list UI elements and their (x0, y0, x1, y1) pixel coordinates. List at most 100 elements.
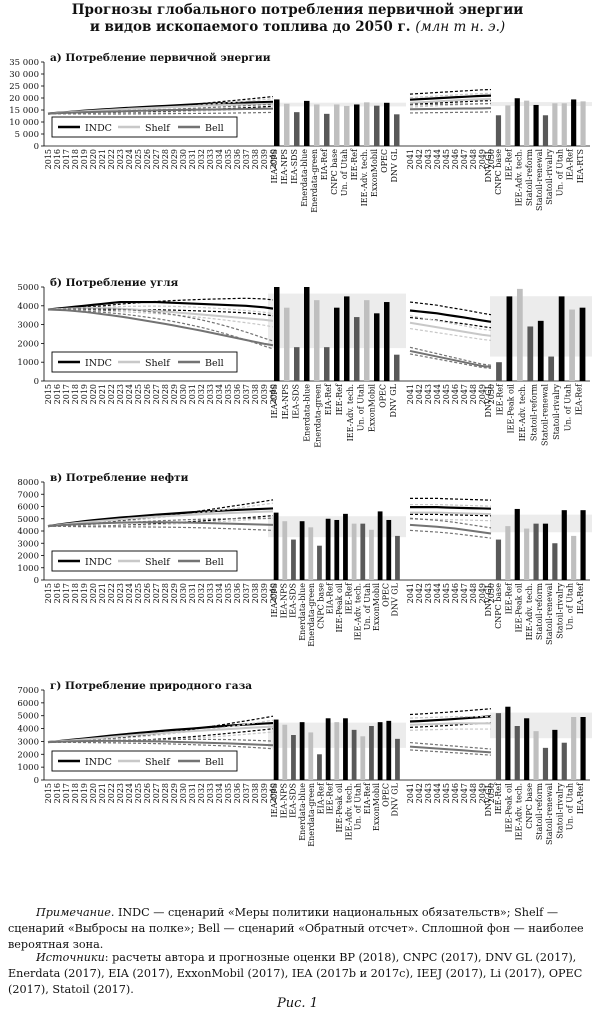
bar-2040 (284, 103, 290, 146)
x-tick-label: 2050 (487, 384, 496, 404)
note-label: Примечание. (36, 906, 115, 919)
series-band-indc-2050 (409, 301, 492, 316)
x-tick-label: 2036 (233, 783, 242, 803)
bar-2050 (542, 523, 549, 580)
x-tick-label: 2031 (188, 384, 197, 404)
bar-2040 (324, 347, 330, 381)
x-tick-label: 2042 (415, 149, 424, 169)
x-tick-label: 2037 (242, 783, 251, 803)
series-line-bell-2050 (409, 107, 492, 111)
legend-label-shelf: Shelf (145, 757, 171, 768)
x-tick-label: 2042 (415, 783, 424, 803)
x-tick-label: 2019 (80, 384, 89, 404)
x-tick-label: 2036 (233, 149, 242, 169)
bar-2050 (506, 296, 513, 381)
x-tick-label: 2047 (460, 384, 469, 404)
bar-2040 (343, 513, 348, 580)
chart-panel-1: а) Потребление первичной энергии 0 5 000 10… (9, 52, 592, 213)
x-tick-label: 2018 (71, 783, 80, 803)
bar-2050 (505, 526, 511, 580)
x-tick-label: 2044 (433, 384, 442, 404)
bar-label-2040: Enerdata-green (313, 384, 322, 448)
x-tick-label: 2041 (406, 384, 415, 404)
panel-title: г) Потребление природного газа (50, 680, 252, 692)
series-band-bell-2050 (409, 529, 492, 539)
x-tick-label: 2022 (107, 583, 116, 603)
figure-title-line2: и видов ископаемого топлива до 2050 г. (… (0, 19, 595, 36)
chart-panel-3: в) Потребление нефти 0 1000 2000 3000 4000 500… (17, 472, 592, 647)
series-band-bell-2050 (409, 111, 492, 114)
x-tick-label: 2015 (44, 583, 53, 603)
series-line-indc-2050 (410, 506, 492, 510)
x-tick-label: 2025 (134, 149, 143, 169)
x-tick-label: 2021 (98, 783, 107, 803)
bar-label-2050: Statoil-renewal (545, 583, 554, 645)
bar-2050 (579, 307, 586, 381)
bar-2040 (274, 287, 280, 381)
bar-label-2040: ExxonMobil (372, 783, 381, 832)
x-tick-label: 2015 (44, 384, 53, 404)
bar-label-2050: Statoil-rivalry (555, 783, 564, 839)
probable-zone-2050 (490, 102, 592, 107)
bar-2040 (364, 102, 370, 146)
bar-label-2040: Un. of Utah (363, 583, 372, 630)
bar-label-2050: Statoil-reform (535, 583, 544, 640)
series-band-bell (47, 307, 274, 342)
x-tick-label: 2044 (433, 783, 442, 803)
legend-label-indc: INDC (85, 557, 112, 568)
bar-label-2040: IEA-NPS (281, 384, 290, 419)
legend-label-bell: Bell (205, 757, 224, 768)
x-tick-label: 2026 (143, 783, 152, 803)
bar-label-2050: Un. of Utah (566, 783, 575, 830)
series-line-indc (47, 507, 274, 528)
x-tick-label: 2024 (125, 384, 134, 404)
x-tick-label: 2039 (260, 384, 269, 404)
bar-label-2040: IEA-SDS (292, 384, 301, 419)
x-tick-label: 2019 (80, 149, 89, 169)
bar-2040 (299, 722, 305, 780)
bar-label-2040: IEE-Ref (344, 582, 353, 614)
bar-2050 (514, 508, 520, 580)
bar-2050 (571, 99, 577, 146)
figure-title-line1: Прогнозы глобального потребления первичн… (71, 2, 524, 18)
bar-2040 (273, 719, 279, 780)
legend: INDC Shelf Bell (51, 116, 238, 138)
x-tick-label: 2034 (215, 149, 224, 169)
bar-2040 (274, 99, 280, 146)
bar-label-2050: IEE-Ref (494, 782, 503, 814)
series-line-indc (47, 300, 274, 311)
series-band-bell-2050 (409, 346, 492, 366)
bar-2040 (384, 302, 390, 381)
bar-2040 (374, 105, 380, 146)
bar-2040 (374, 313, 380, 381)
x-tick-label: 2043 (424, 783, 433, 803)
bar-label-2040: EIA-Ref (326, 582, 335, 614)
sources-paragraph: Источники: расчеты автора и прогнозные о… (8, 950, 588, 998)
x-tick-label: 2032 (197, 384, 206, 404)
bar-label-2040: ExxonMobil (368, 384, 377, 433)
legend: INDC Shelf Bell (51, 550, 238, 572)
bar-2050 (495, 713, 502, 780)
x-tick-label: 2017 (62, 783, 71, 803)
x-tick-label: 2035 (224, 583, 233, 603)
bar-label-2040: IEE-Ref (326, 782, 335, 814)
chart-panel-2: б) Потребление угля 0 1000 2000 3000 4000 5000… (17, 277, 592, 448)
bar-label-2040: Enerdata-blue (298, 583, 307, 641)
bar-2040 (273, 512, 279, 580)
y-tick-label: 2000 (17, 750, 39, 760)
bar-2040 (386, 519, 392, 580)
bar-label-2050: IEE-Adv. tech. (525, 583, 534, 640)
bar-2050 (558, 296, 565, 381)
bar-2050 (552, 729, 558, 780)
x-tick-label: 2047 (460, 149, 469, 169)
panel-title: а) Потребление первичной энергии (50, 52, 271, 64)
bar-2050 (580, 717, 586, 780)
x-tick-label: 2037 (242, 384, 251, 404)
bar-label-2040: Enerdata-green (310, 149, 319, 213)
bar-2050 (524, 528, 530, 580)
x-tick-label: 2048 (469, 384, 478, 404)
y-tick-label: 25 000 (9, 82, 39, 92)
x-tick-label: 2036 (233, 583, 242, 603)
bar-2040 (282, 724, 288, 780)
series-band-shelf-2050 (409, 92, 492, 99)
